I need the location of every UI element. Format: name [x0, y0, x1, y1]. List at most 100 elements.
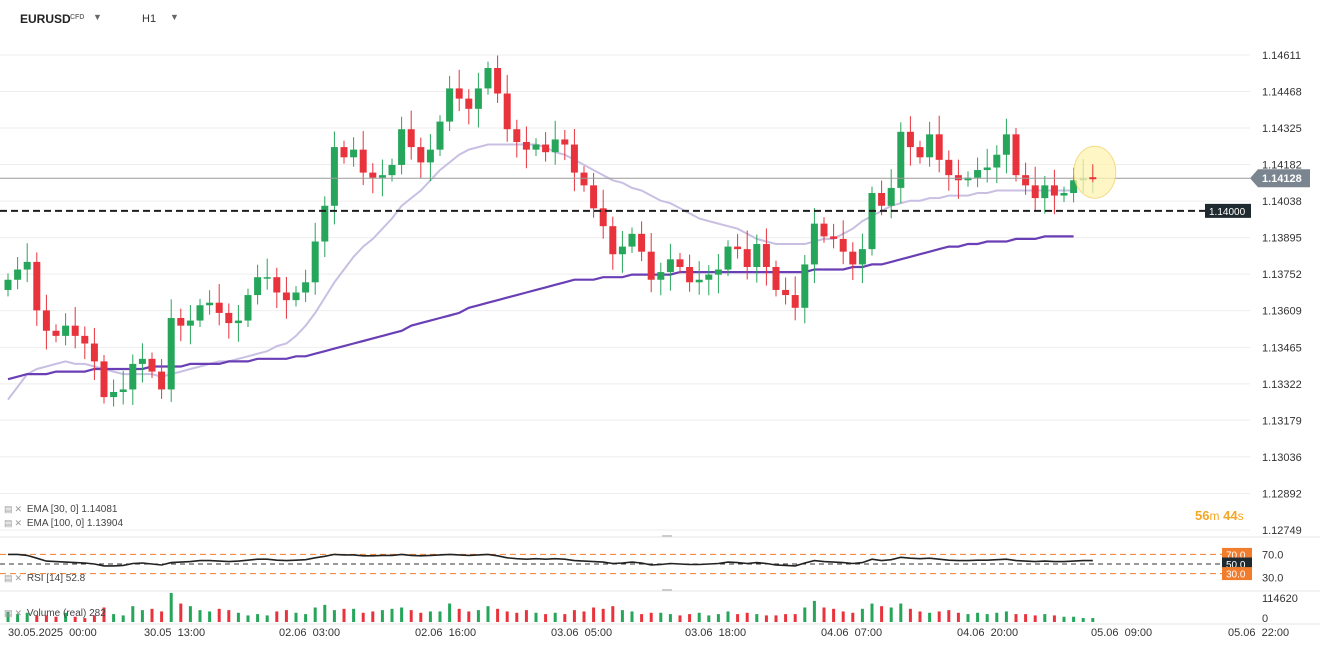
volume-bar [83, 618, 87, 622]
volume-bar [812, 600, 816, 622]
volume-bar [1004, 611, 1008, 622]
candle-body [330, 147, 338, 206]
candle-body [129, 363, 137, 390]
symbol-dropdown-icon[interactable]: ▼ [93, 12, 102, 22]
y-tick-label: 1.13752 [1262, 269, 1302, 281]
volume-bar [668, 614, 672, 622]
candle-body [81, 335, 89, 344]
candle-body [839, 238, 847, 252]
candle-body [906, 131, 914, 148]
volume-bar [832, 608, 836, 622]
candle-body [369, 172, 377, 178]
candle-body [292, 292, 300, 301]
volume-bar [870, 603, 874, 622]
volume-bar [851, 612, 855, 622]
candle-body [1002, 134, 1010, 155]
chart-header: EURUSD CFD ▼ H1 ▼ [0, 0, 1320, 36]
volume-bar [524, 610, 528, 622]
volume-bar [784, 614, 788, 622]
close-icon[interactable]: ✕ [14, 573, 23, 583]
candle-body [398, 129, 406, 165]
volume-bar [1033, 615, 1037, 622]
candle-body [676, 259, 684, 267]
volume-bar [428, 611, 432, 622]
level-label: 1.14000 [1209, 207, 1246, 218]
volume-bar [112, 614, 116, 622]
candle-body [810, 223, 818, 265]
rsi-line [8, 553, 1093, 567]
volume-legend[interactable]: ▤ ✕ Volume (real) 282 [4, 608, 106, 619]
volume-bar [54, 616, 58, 622]
menu-icon[interactable]: ▤ [4, 504, 13, 514]
candle-body [762, 244, 770, 267]
candle-body [618, 246, 626, 255]
candle-body [801, 264, 809, 308]
volume-bar [160, 611, 164, 622]
y-tick-label: 1.14325 [1262, 123, 1302, 135]
candle-body [14, 269, 22, 280]
candle-body [974, 170, 982, 178]
volume-bar [400, 607, 404, 622]
volume-bar [976, 612, 980, 622]
volume-bar [736, 614, 740, 622]
ema30-line [7, 143, 1074, 401]
volume-bar [275, 611, 279, 622]
volume-bar [64, 612, 68, 622]
candle-body [311, 241, 319, 283]
volume-bar [35, 615, 39, 622]
volume-bar [707, 615, 711, 622]
y-tick-label: 1.14038 [1262, 196, 1302, 208]
volume-bar [1081, 618, 1085, 622]
volume-bar [140, 610, 144, 622]
candle-body [52, 330, 60, 336]
candle-body [215, 302, 223, 313]
candle-body [388, 164, 396, 176]
x-tick-label: 02.06 03:00 [279, 627, 340, 639]
x-tick-label: 05.06 22:00 [1228, 627, 1289, 639]
volume-bar [889, 607, 893, 622]
volume-bar [505, 611, 509, 622]
candle-body [436, 121, 444, 150]
symbol-name[interactable]: EURUSD [20, 12, 71, 26]
volume-bar [659, 612, 663, 622]
timeframe-selector[interactable]: H1 [142, 13, 157, 25]
candle-body [695, 279, 703, 283]
panel-resize-handle [662, 589, 672, 591]
menu-icon[interactable]: ▤ [4, 573, 13, 583]
x-tick-label: 03.06 18:00 [685, 627, 746, 639]
volume-bar [496, 608, 500, 622]
rsi-legend[interactable]: ▤ ✕ RSI [14] 52.8 [4, 573, 85, 584]
menu-icon[interactable]: ▤ [4, 518, 13, 528]
volume-bar [409, 610, 413, 622]
volume-bar [361, 612, 365, 622]
menu-icon[interactable]: ▤ [4, 608, 13, 618]
candle-body [791, 295, 799, 308]
candle-body [42, 310, 50, 331]
ema30-legend[interactable]: ▤ ✕ EMA [30, 0] 1.14081 [4, 504, 118, 515]
candle-body [1060, 193, 1068, 196]
volume-bar [822, 607, 826, 622]
candle-body [705, 274, 713, 280]
candle-body [954, 175, 962, 181]
candle-body [474, 88, 482, 109]
volume-bar [640, 614, 644, 622]
timeframe-dropdown-icon[interactable]: ▼ [170, 12, 179, 22]
close-icon[interactable]: ✕ [14, 518, 23, 528]
level-tag [1205, 203, 1251, 218]
volume-bar [745, 612, 749, 622]
candle-body [686, 266, 694, 283]
close-icon[interactable]: ✕ [14, 608, 23, 618]
volume-bar [246, 615, 250, 622]
candle-body [100, 361, 108, 398]
ema100-legend[interactable]: ▤ ✕ EMA [100, 0] 1.13904 [4, 518, 123, 529]
volume-bar [217, 608, 221, 622]
candle-countdown: 56m 44s [1195, 508, 1244, 523]
candle-body [340, 147, 348, 158]
volume-bar [592, 607, 596, 622]
volume-bar [995, 612, 999, 622]
candle-body [599, 208, 607, 227]
candle-body [724, 246, 732, 270]
candle-body [254, 277, 262, 296]
close-icon[interactable]: ✕ [14, 504, 23, 514]
